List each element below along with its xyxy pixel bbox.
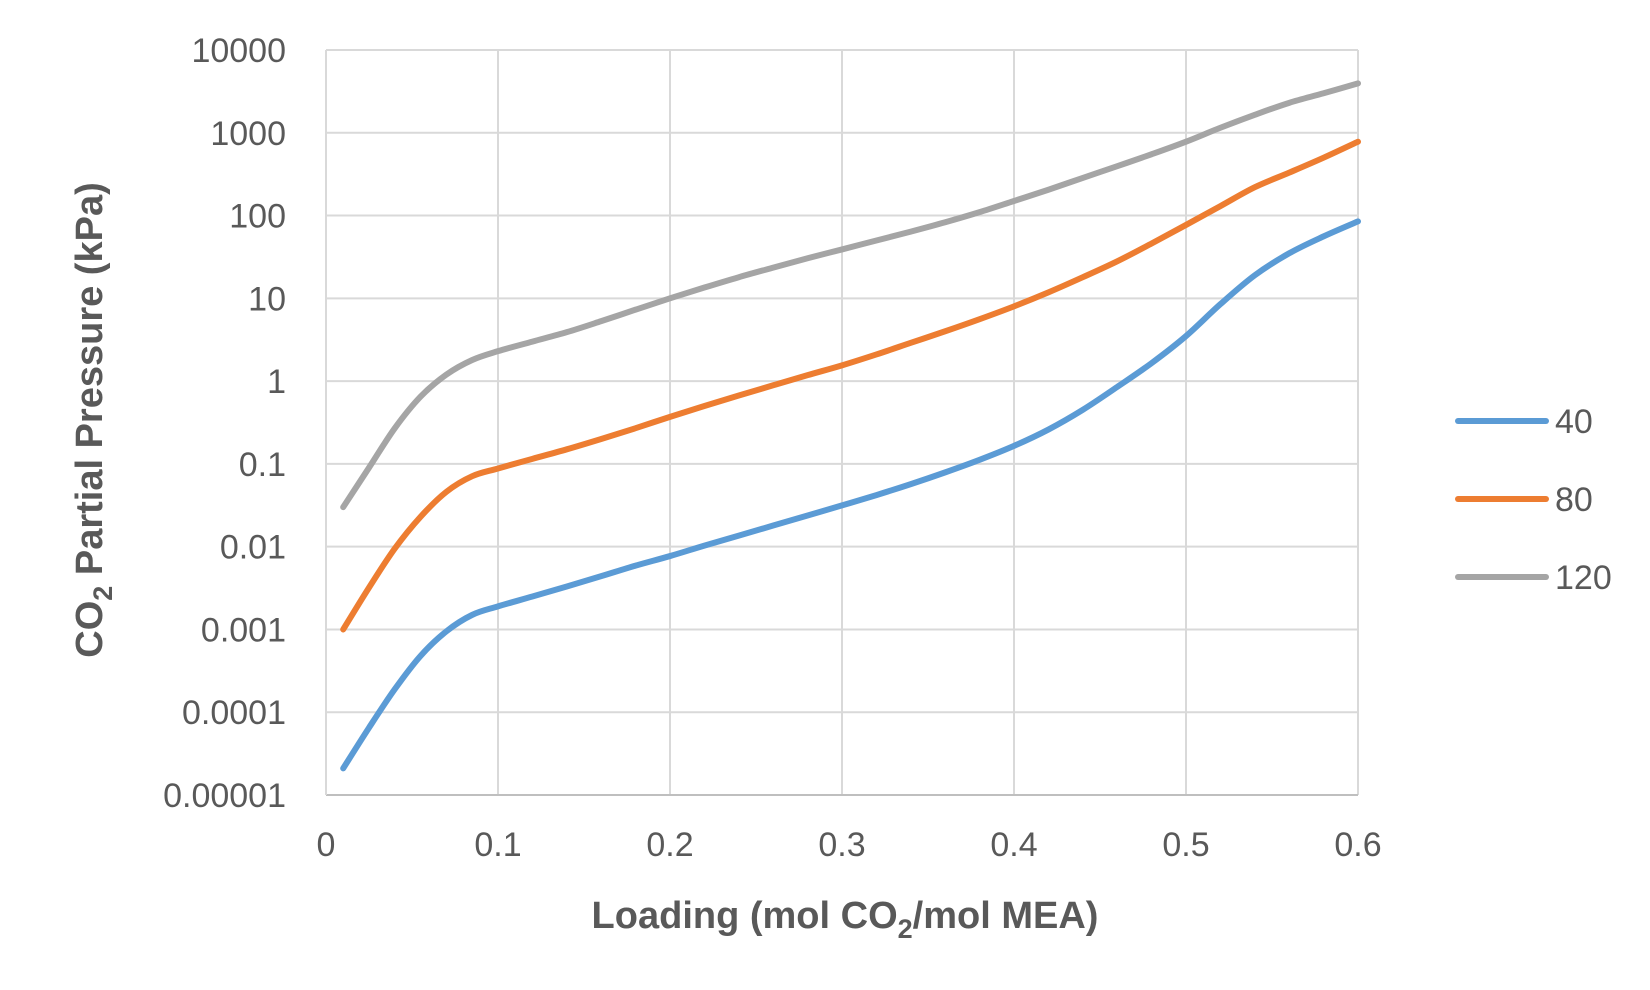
x-axis-tick-labels: 0 0.1 0.2 0.3 0.4 0.5 0.6 — [317, 826, 1382, 864]
y-tick-label: 10 — [248, 280, 286, 318]
y-tick-label: 0.0001 — [182, 694, 286, 732]
legend-label-80: 80 — [1555, 481, 1593, 519]
series-line-80 — [340, 138, 1361, 633]
x-tick-label: 0 — [317, 826, 336, 864]
y-tick-label: 10000 — [191, 32, 286, 70]
legend: 40 80 120 — [1455, 403, 1612, 597]
y-tick-label: 0.00001 — [163, 777, 286, 815]
series-line-120 — [340, 80, 1361, 511]
y-tick-label: 0.1 — [239, 446, 286, 484]
x-tick-label: 0.4 — [990, 826, 1037, 864]
y-axis-title: CO2 Partial Pressure (kPa) — [69, 182, 118, 657]
y-tick-label: 100 — [229, 198, 286, 236]
y-tick-label: 1000 — [210, 115, 286, 153]
x-tick-label: 0.6 — [1334, 826, 1381, 864]
series-line-40 — [340, 218, 1361, 772]
series-lines — [340, 80, 1361, 772]
x-tick-label: 0.5 — [1162, 826, 1209, 864]
legend-label-120: 120 — [1555, 559, 1612, 597]
y-axis-tick-labels: 0.00001 0.0001 0.001 0.01 0.1 1 10 100 1000 10000 — [163, 32, 286, 815]
y-tick-label: 0.001 — [201, 611, 286, 649]
y-tick-label: 0.01 — [220, 529, 286, 567]
x-tick-label: 0.3 — [818, 826, 865, 864]
x-tick-label: 0.2 — [646, 826, 693, 864]
x-tick-label: 0.1 — [474, 826, 521, 864]
legend-label-40: 40 — [1555, 403, 1593, 441]
plot-area-border — [325, 50, 1358, 796]
y-tick-label: 1 — [267, 363, 286, 401]
gridlines — [325, 49, 1359, 796]
x-axis-title: Loading (mol CO2/mol MEA) — [592, 895, 1099, 944]
